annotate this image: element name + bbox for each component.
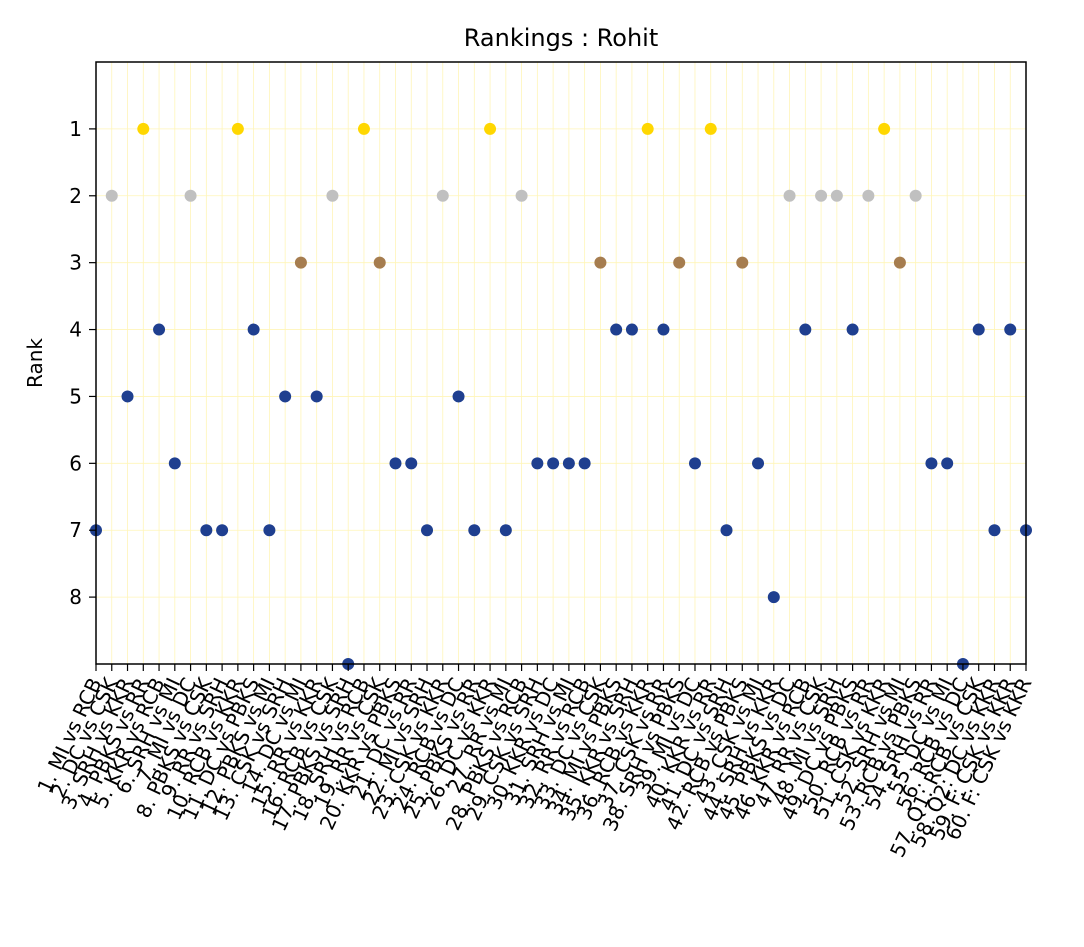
- data-point: [294, 256, 307, 269]
- data-point: [279, 390, 292, 403]
- data-point: [610, 323, 623, 336]
- data-point: [1004, 323, 1017, 336]
- data-point: [830, 189, 843, 202]
- data-point: [326, 189, 339, 202]
- data-point: [799, 323, 812, 336]
- data-point: [846, 323, 859, 336]
- data-point: [909, 189, 922, 202]
- data-point: [153, 323, 166, 336]
- chart-title: Rankings : Rohit: [464, 24, 659, 52]
- data-point: [357, 122, 370, 135]
- data-point: [484, 122, 497, 135]
- data-point: [105, 189, 118, 202]
- data-point: [547, 457, 560, 470]
- data-point: [247, 323, 260, 336]
- data-point: [736, 256, 749, 269]
- data-point: [941, 457, 954, 470]
- data-point: [688, 457, 701, 470]
- data-point: [168, 457, 181, 470]
- data-point: [988, 524, 1001, 537]
- data-point: [436, 189, 449, 202]
- data-point: [452, 390, 465, 403]
- data-point: [137, 122, 150, 135]
- data-point: [562, 457, 575, 470]
- data-point: [594, 256, 607, 269]
- data-point: [704, 122, 717, 135]
- data-point: [421, 524, 434, 537]
- data-point: [216, 524, 229, 537]
- data-point: [121, 390, 134, 403]
- data-point: [468, 524, 481, 537]
- plot-frame: [95, 61, 1027, 665]
- data-point: [673, 256, 686, 269]
- data-point: [893, 256, 906, 269]
- y-tick-label: 3: [69, 251, 82, 275]
- data-point: [499, 524, 512, 537]
- data-point: [405, 457, 418, 470]
- data-point: [263, 524, 276, 537]
- data-point: [515, 189, 528, 202]
- data-point: [184, 189, 197, 202]
- y-tick-label: 4: [69, 318, 82, 342]
- data-point: [231, 122, 244, 135]
- data-points: [90, 122, 1032, 670]
- data-point: [878, 122, 891, 135]
- y-tick-label: 5: [69, 384, 82, 408]
- data-point: [389, 457, 402, 470]
- grid-lines: [95, 62, 1027, 664]
- data-point: [815, 189, 828, 202]
- y-tick-label: 7: [69, 518, 82, 542]
- y-axis-label: Rank: [23, 338, 47, 388]
- data-point: [531, 457, 544, 470]
- data-point: [720, 524, 733, 537]
- y-tick-label: 8: [69, 585, 82, 609]
- data-point: [625, 323, 638, 336]
- y-tick-label: 1: [69, 117, 82, 141]
- data-point: [862, 189, 875, 202]
- y-tick-label: 2: [69, 184, 82, 208]
- data-point: [200, 524, 213, 537]
- data-point: [925, 457, 938, 470]
- data-point: [641, 122, 654, 135]
- y-tick-label: 6: [69, 451, 82, 475]
- data-point: [972, 323, 985, 336]
- data-point: [657, 323, 670, 336]
- data-point: [373, 256, 386, 269]
- data-point: [310, 390, 323, 403]
- y-axis-ticks: 1 2 3 4 5 6 7 8: [69, 117, 96, 609]
- data-point: [578, 457, 591, 470]
- data-point: [752, 457, 765, 470]
- data-point: [767, 591, 780, 604]
- data-point: [783, 189, 796, 202]
